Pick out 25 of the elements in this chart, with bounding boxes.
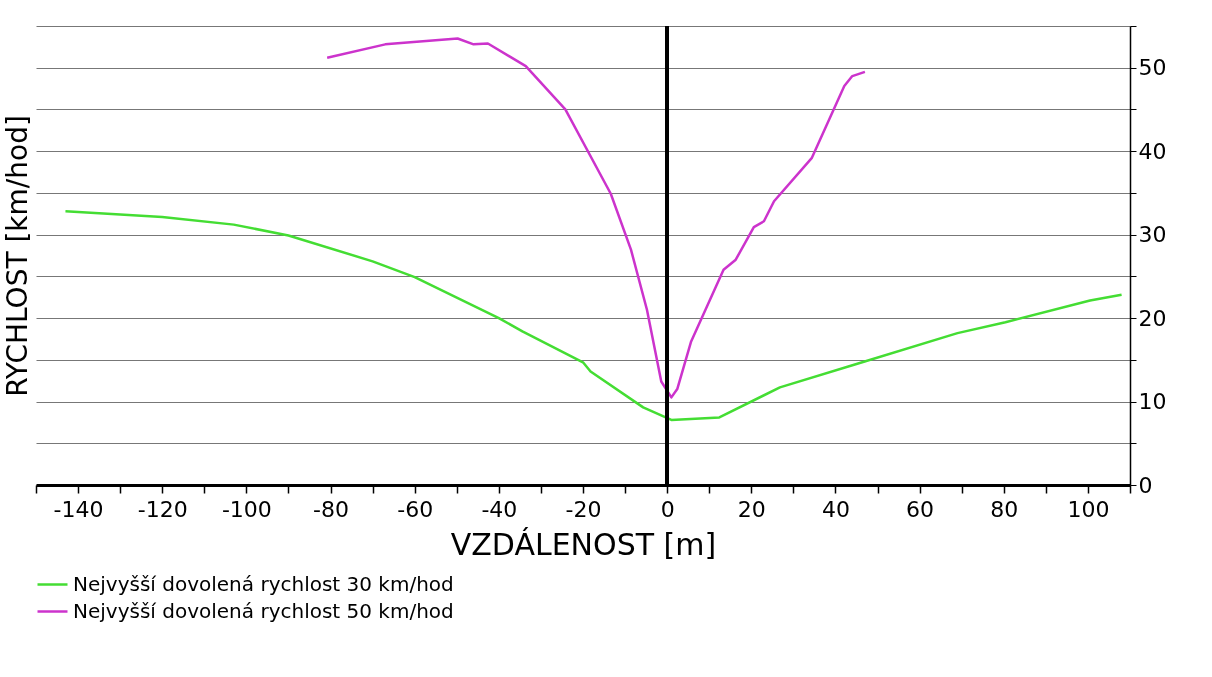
y-axis-title: RYCHLOST [km/hod]	[0, 115, 34, 397]
y-tick-label: 40	[1138, 138, 1167, 164]
legend-label: Nejvyšší dovolená rychlost 30 km/hod	[73, 571, 454, 596]
x-tick-label: 40	[821, 496, 850, 522]
x-axis-title: VZDÁLENOST [m]	[450, 526, 717, 562]
x-tick-label: 0	[660, 496, 675, 522]
x-tick-label: 20	[737, 496, 766, 522]
y-tick-label: 0	[1138, 472, 1153, 498]
x-tick-label: 60	[906, 496, 935, 522]
x-tick-label: 80	[990, 496, 1019, 522]
x-tick-label: -140	[53, 496, 104, 522]
x-tick-label: 100	[1067, 496, 1110, 522]
legend-label: Nejvyšší dovolená rychlost 50 km/hod	[73, 598, 454, 623]
x-tick-label: -60	[397, 496, 434, 522]
y-tick-label: 20	[1138, 305, 1167, 331]
y-tick-label: 30	[1138, 222, 1167, 248]
x-tick-label: -100	[221, 496, 272, 522]
y-tick-label: 50	[1138, 55, 1167, 81]
x-tick-label: -80	[313, 496, 350, 522]
line-series	[325, 37, 867, 399]
x-tick-label: -120	[137, 496, 188, 522]
x-tick-label: -40	[481, 496, 518, 522]
line-series	[64, 210, 1123, 422]
y-tick-label: 10	[1138, 389, 1167, 415]
x-tick-label: -20	[565, 496, 602, 522]
